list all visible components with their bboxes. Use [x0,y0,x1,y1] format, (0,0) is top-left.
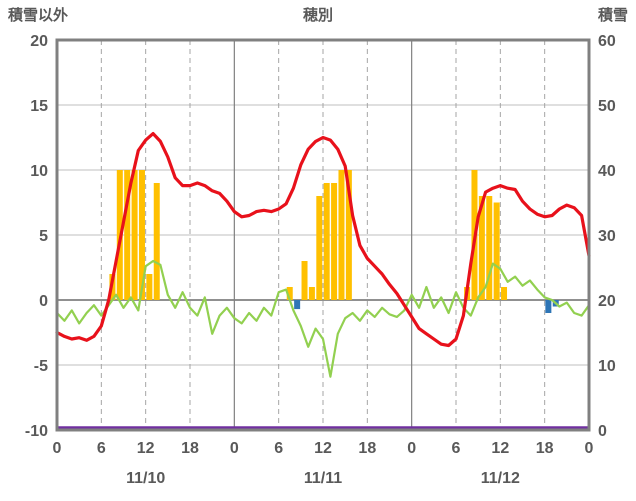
precip-bars [545,300,552,313]
right-tick-label: 0 [598,423,607,440]
left-tick-label: 5 [39,228,48,245]
right-tick-label: 30 [598,228,616,245]
sunshine-bars [493,202,500,300]
sunshine-bars [153,183,160,300]
left-tick-label: 0 [39,293,48,310]
precip-bars [294,300,301,310]
green-line [55,259,591,378]
chart-title: 穂別 [302,7,333,24]
right-tick-label: 20 [598,293,616,310]
hour-tick-label: 12 [491,440,509,457]
hour-tick-label: 6 [274,440,283,457]
left-tick-label: 10 [30,163,48,180]
right-axis-title: 積雪 [597,7,628,24]
hour-tick-label: 0 [585,440,594,457]
left-tick-label: 15 [30,98,48,115]
hour-tick-label: 6 [452,440,461,457]
sunshine-bars [501,287,508,300]
left-axis-title: 積雪以外 [8,7,69,24]
hour-tick-label: 0 [230,440,239,457]
sunshine-bars [131,170,138,300]
date-label: 11/12 [481,470,520,487]
left-tick-label: 20 [30,33,48,50]
hour-tick-label: 18 [536,440,554,457]
hour-tick-label: 0 [407,440,416,457]
sunshine-bars [331,183,338,300]
hour-tick-label: 0 [53,440,62,457]
sunshine-bars [308,287,315,300]
hour-tick-label: 6 [97,440,106,457]
sunshine-bars [316,196,323,300]
sunshine-bars [338,170,345,300]
date-label: 11/10 [126,470,165,487]
plot-border [55,38,591,432]
sunshine-bars [323,183,330,300]
sunshine-bars [486,196,493,300]
left-tick-label: -5 [34,358,48,375]
right-tick-label: 10 [598,358,616,375]
sunshine-bars [345,170,352,300]
hour-tick-label: 18 [181,440,199,457]
right-tick-label: 40 [598,163,616,180]
sunshine-bars [478,196,485,300]
sunshine-bars [301,261,308,300]
sunshine-bars [286,287,293,300]
sunshine-bars [146,274,153,300]
date-label: 11/11 [304,470,342,487]
sunshine-bars [138,170,145,300]
left-tick-label: -10 [25,423,48,440]
sunshine-bars [124,170,131,300]
hour-tick-label: 12 [137,440,155,457]
hour-tick-label: 12 [314,440,332,457]
temperature-line [55,132,591,348]
right-tick-label: 60 [598,33,616,50]
hour-tick-label: 18 [358,440,376,457]
right-tick-label: 50 [598,98,616,115]
